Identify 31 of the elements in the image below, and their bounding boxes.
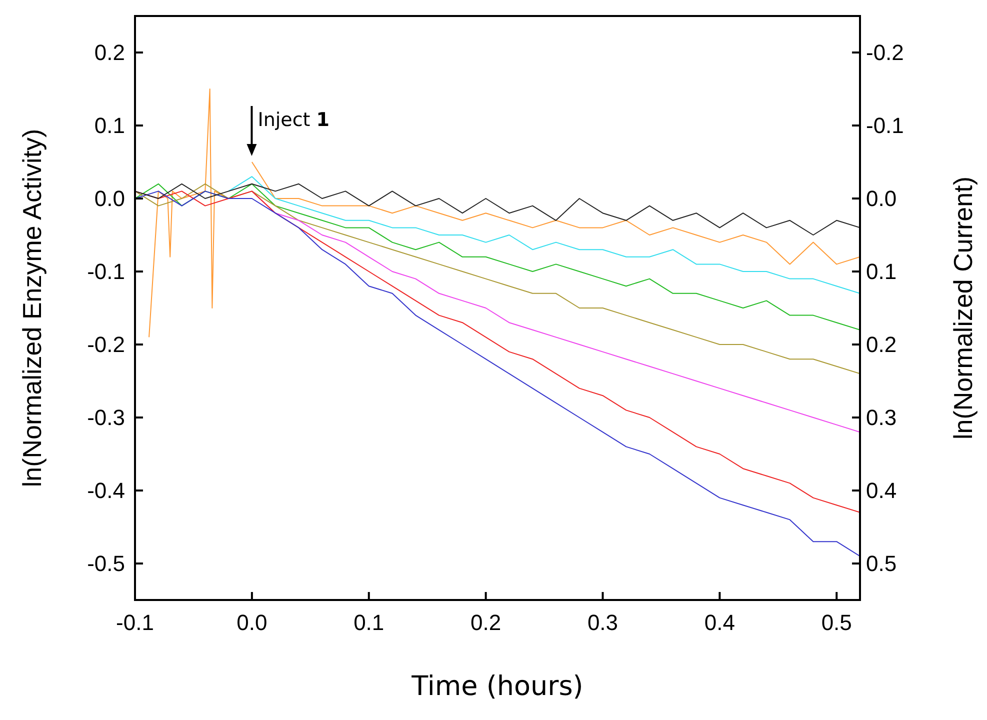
y2-tick-label: 0.2 (866, 332, 897, 358)
line-series (228, 176, 860, 294)
y-tick-label: 0.1 (94, 113, 125, 138)
x-tick-label: 0.1 (354, 610, 384, 635)
y2-tick-label: 0.3 (866, 405, 897, 430)
y2-axis-title: ln(Normalized Current) (948, 176, 978, 440)
annotation: Inject 1 (258, 109, 330, 131)
y-tick-label: -0.4 (87, 478, 125, 504)
y2-tick-label: 0.1 (866, 259, 897, 284)
y-tick-label: 0.0 (94, 186, 125, 212)
line-series (135, 183, 860, 236)
y-tick-label: 0.2 (94, 40, 125, 66)
x-tick-label: 0.0 (236, 610, 268, 635)
y2-tick-label: -0.1 (866, 113, 904, 138)
y-tick-label: -0.3 (87, 405, 125, 430)
y2-tick-label: 0.4 (866, 478, 897, 504)
line-series (135, 183, 860, 374)
x-tick-label: 0.3 (587, 610, 618, 635)
x-tick-label: 0.4 (704, 610, 735, 635)
y-tick-label: -0.1 (87, 259, 125, 284)
x-tick-label: 0.5 (821, 610, 852, 635)
y2-tick-label: -0.2 (866, 40, 904, 66)
x-tick-label: -0.1 (116, 610, 154, 635)
y2-tick-label: 0.5 (866, 551, 897, 576)
y-tick-label: -0.2 (87, 332, 125, 358)
x-axis-title: Time (hours) (410, 671, 584, 702)
y2-tick-label: 0.0 (866, 186, 897, 212)
line-series (135, 183, 860, 330)
x-tick-label: 0.2 (470, 610, 502, 635)
y-tick-label: -0.5 (87, 551, 125, 576)
y-axis-title: ln(Normalized Enzyme Activity) (17, 128, 48, 488)
